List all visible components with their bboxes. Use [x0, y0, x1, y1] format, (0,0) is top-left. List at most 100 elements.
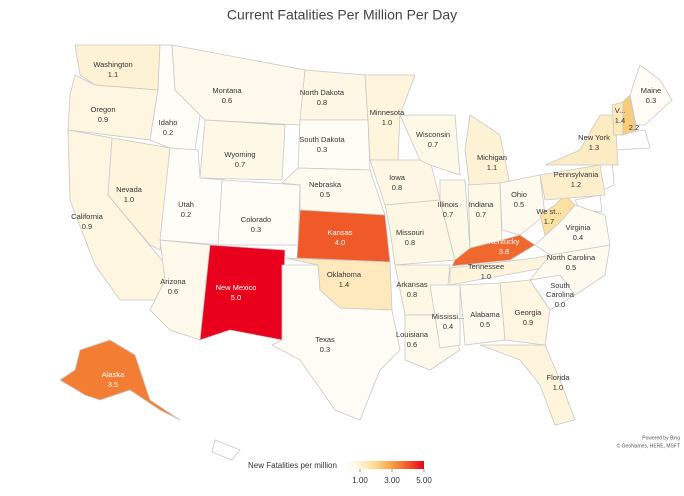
state-name: Alabama	[470, 310, 500, 319]
map-title: Current Fatalities Per Million Per Day	[227, 7, 457, 23]
state-shape	[211, 439, 241, 461]
state-name: Georgia	[515, 308, 543, 317]
state-name: North Carolina	[547, 253, 596, 262]
color-bar	[344, 461, 424, 469]
state-value: 0.9	[82, 222, 92, 231]
state-shape	[499, 174, 546, 236]
credit: Powered by Bing	[642, 435, 680, 441]
state-value: 0.8	[405, 238, 415, 247]
state-name: Illinois	[438, 200, 459, 209]
state-name: Iowa	[389, 173, 406, 182]
state-name: Missouri	[396, 228, 424, 237]
state-shape	[217, 179, 301, 246]
state-value: 3.8	[499, 247, 509, 256]
state-name: Ohio	[511, 190, 527, 199]
state-name: Montana	[212, 86, 242, 95]
state-value: 1.0	[481, 272, 491, 281]
state-name: Washington	[93, 60, 132, 69]
state-name: Wisconsin	[416, 130, 450, 139]
state-value: 0.5	[566, 263, 576, 272]
state-shape	[399, 114, 461, 176]
state-shape	[59, 339, 181, 421]
state-value: 0.5	[480, 320, 490, 329]
state-name: Wyoming	[224, 150, 255, 159]
state-shape	[539, 194, 576, 236]
state-value: 0.3	[317, 145, 327, 154]
state-value: 0.7	[443, 210, 453, 219]
state-name: Texas	[315, 335, 335, 344]
legend-title: New Fatalities per million	[248, 461, 337, 470]
state-value: 0.8	[317, 98, 327, 107]
state-value: 0.8	[407, 290, 417, 299]
state-value: 0.2	[181, 210, 191, 219]
state-value: 1.4	[615, 116, 625, 125]
states	[59, 44, 673, 426]
state-value: 1.1	[108, 70, 118, 79]
state-name: Kansas	[327, 228, 352, 237]
state-name: Oklahoma	[327, 270, 362, 279]
state-value: 0.2	[163, 128, 173, 137]
state-name: Utah	[178, 200, 194, 209]
state-name: South Dakota	[299, 135, 345, 144]
state-name: New Mexico	[216, 283, 257, 292]
state-shape	[107, 137, 171, 251]
state-shape	[199, 119, 286, 181]
state-name: Tennessee	[468, 262, 504, 271]
state-name: Michigan	[477, 153, 507, 162]
legend: 1.00 3.00 5.00	[344, 461, 432, 485]
state-name: New York	[578, 133, 610, 142]
state-value: 0.7	[476, 210, 486, 219]
state-value: 0.4	[443, 322, 453, 331]
state-labels: Washington1.1Oregon0.9California0.9Nevad…	[71, 60, 661, 392]
state-value: 0.9	[98, 115, 108, 124]
state-value: 1.0	[124, 195, 134, 204]
legend-tick-label: 1.00	[352, 476, 368, 485]
state-value: 1.1	[487, 163, 497, 172]
credit: © GeoNames, HERE, MSFT	[617, 442, 680, 449]
state-value: 0.6	[168, 287, 178, 296]
state-name: Florida	[547, 373, 571, 382]
state-shape	[499, 279, 551, 346]
state-shape	[429, 284, 461, 349]
state-shape	[199, 244, 286, 341]
state-value: 2.2	[629, 123, 639, 132]
state-value: 0.3	[320, 345, 330, 354]
state-shape	[622, 94, 637, 136]
state-value: 1.7	[544, 217, 554, 226]
state-name: Colorado	[241, 215, 271, 224]
state-name: Oregon	[90, 105, 115, 114]
state-shape	[479, 344, 576, 426]
state-value: 0.9	[523, 318, 533, 327]
state-shape	[451, 234, 536, 267]
state-name: North Dakota	[300, 88, 345, 97]
state-value: 0.5	[320, 190, 330, 199]
state-value: 0.8	[392, 183, 402, 192]
state-name: Nebraska	[309, 180, 342, 189]
state-value: 0.5	[514, 200, 524, 209]
state-value: 0.7	[428, 140, 438, 149]
state-name: Nevada	[116, 185, 143, 194]
state-value: 1.3	[589, 143, 599, 152]
state-value: 1.4	[339, 280, 349, 289]
state-value: 0.3	[251, 225, 261, 234]
legend-tick-label: 3.00	[384, 476, 400, 485]
state-name: Arkansas	[396, 280, 428, 289]
legend-tick-label: 5.00	[416, 476, 432, 485]
state-value: 4.0	[335, 238, 345, 247]
state-name: Alaska	[102, 370, 125, 379]
state-name: Kentucky	[489, 237, 520, 246]
state-value: 0.3	[646, 96, 656, 105]
state-value: 0.4	[573, 233, 583, 242]
state-value: 1.0	[553, 383, 563, 392]
state-name: Mississi...	[432, 312, 465, 321]
state-name: South Carolina	[546, 281, 575, 299]
state-name: We st...	[536, 207, 561, 216]
state-name: California	[71, 212, 104, 221]
state-name: Louisiana	[396, 330, 429, 339]
state-name: V...	[615, 106, 626, 115]
state-value: 1.0	[382, 118, 392, 127]
state-value: 0.6	[222, 96, 232, 105]
state-shape	[297, 119, 371, 171]
state-name: Indiana	[469, 200, 494, 209]
